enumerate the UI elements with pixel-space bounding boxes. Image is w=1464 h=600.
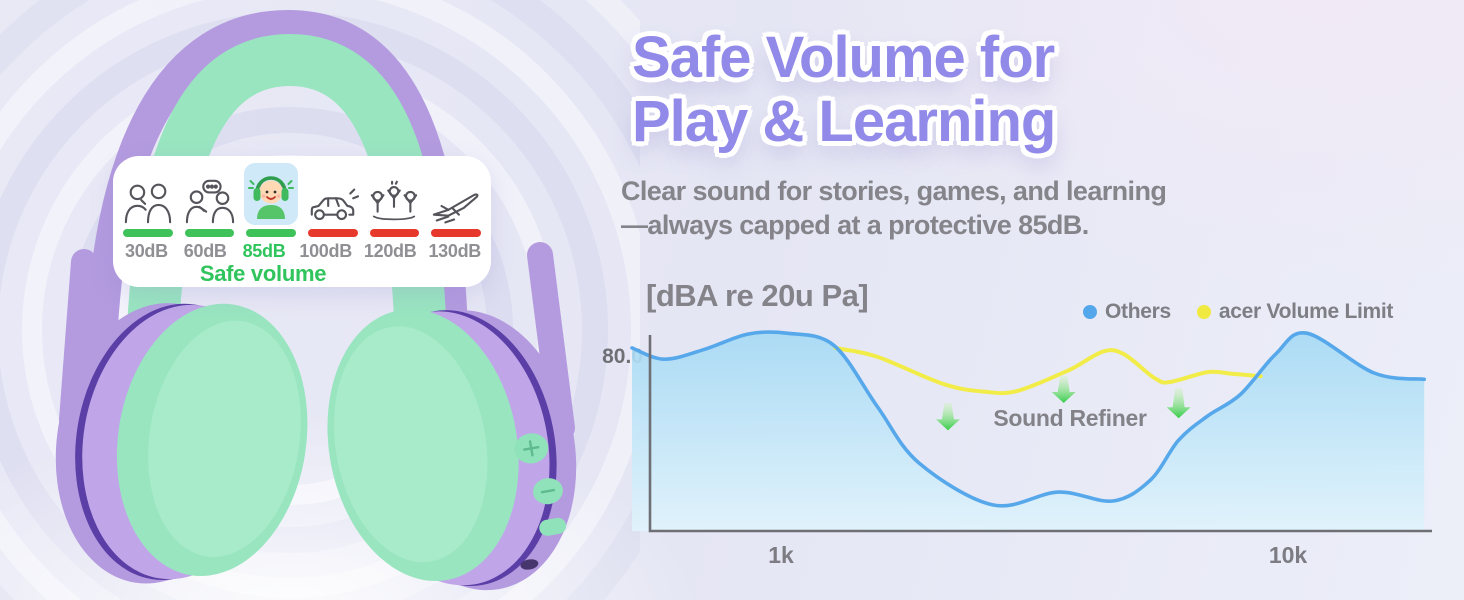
db-label: 120dB: [363, 241, 417, 261]
sound-refiner-arrows: [935, 376, 1191, 431]
power-button: [539, 517, 567, 536]
chart-legend: Others acer Volume Limit: [1083, 300, 1393, 324]
subtitle-line-2: —always capped at a protective 85dB.: [621, 210, 1089, 240]
headphones-product-image: [55, 9, 577, 591]
x-tick-1k: 1k: [768, 542, 794, 568]
down-arrow-icon: [1051, 376, 1076, 404]
title-line-2: Play & Learning: [632, 89, 1056, 154]
x-tick-10k: 10k: [1268, 542, 1308, 568]
charging-port: [520, 559, 539, 570]
chart-title: [dBA re 20u Pa]: [646, 278, 869, 313]
db-bar: [431, 229, 481, 237]
db-bar: [369, 229, 420, 237]
down-arrow-icon: [935, 403, 960, 431]
others-curve: [630, 330, 1426, 508]
left-ear-cup: [55, 303, 308, 584]
conversation-icon: [183, 163, 237, 225]
legend-label: Others: [1105, 300, 1171, 323]
legend-item-others: Others: [1083, 300, 1171, 324]
db-label: 30dB: [124, 241, 168, 261]
yellow-dot-icon: [1196, 305, 1211, 319]
crowd-icon: [367, 163, 421, 225]
safe-volume-caption: Safe volume: [199, 261, 327, 286]
frequency-response-chart: [630, 330, 1432, 533]
blue-dot-icon: [1083, 305, 1097, 319]
title-line-1: Safe Volume for: [632, 25, 1055, 90]
db-label: 130dB: [428, 241, 481, 261]
page-title: Safe Volume for Play & Learning: [632, 25, 1056, 154]
volume-down-button: [532, 478, 563, 505]
volume-scale-card: 30dB 60dB 85dB 100dB 120dB 130dB Safe vo…: [113, 156, 491, 287]
volume-up-button: [514, 433, 549, 464]
sound-refiner-annotation: Sound Refiner: [993, 405, 1147, 431]
db-bar: [123, 229, 173, 237]
legend-label: acer Volume Limit: [1218, 300, 1394, 323]
db-bar: [184, 229, 235, 237]
volume-icons-row: [121, 161, 483, 225]
db-label: 60dB: [183, 241, 227, 261]
others-area-fill: [632, 331, 1425, 531]
decibel-labels: 30dB 60dB 85dB 100dB 120dB 130dB: [123, 241, 481, 262]
legend-item-volume-limit: acer Volume Limit: [1196, 300, 1394, 324]
subtitle-line-1: Clear sound for stories, games, and lear…: [621, 176, 1167, 206]
chart-axes: [648, 335, 1432, 533]
right-ear-cup: [327, 309, 577, 591]
db-bar: [308, 229, 358, 237]
db-bar: [246, 229, 296, 237]
down-arrow-icon: [1166, 388, 1191, 419]
volume-limit-curve: [833, 345, 1263, 396]
decibel-bars: [123, 229, 481, 237]
car-icon: [306, 163, 360, 225]
db-label: 85dB: [242, 241, 286, 261]
whisper-icon: [121, 163, 175, 225]
db-label: 100dB: [299, 241, 352, 261]
subtitle: Clear sound for stories, games, and lear…: [621, 174, 1167, 242]
kid-headphones-icon: [244, 163, 299, 225]
airplane-icon: [429, 163, 483, 225]
